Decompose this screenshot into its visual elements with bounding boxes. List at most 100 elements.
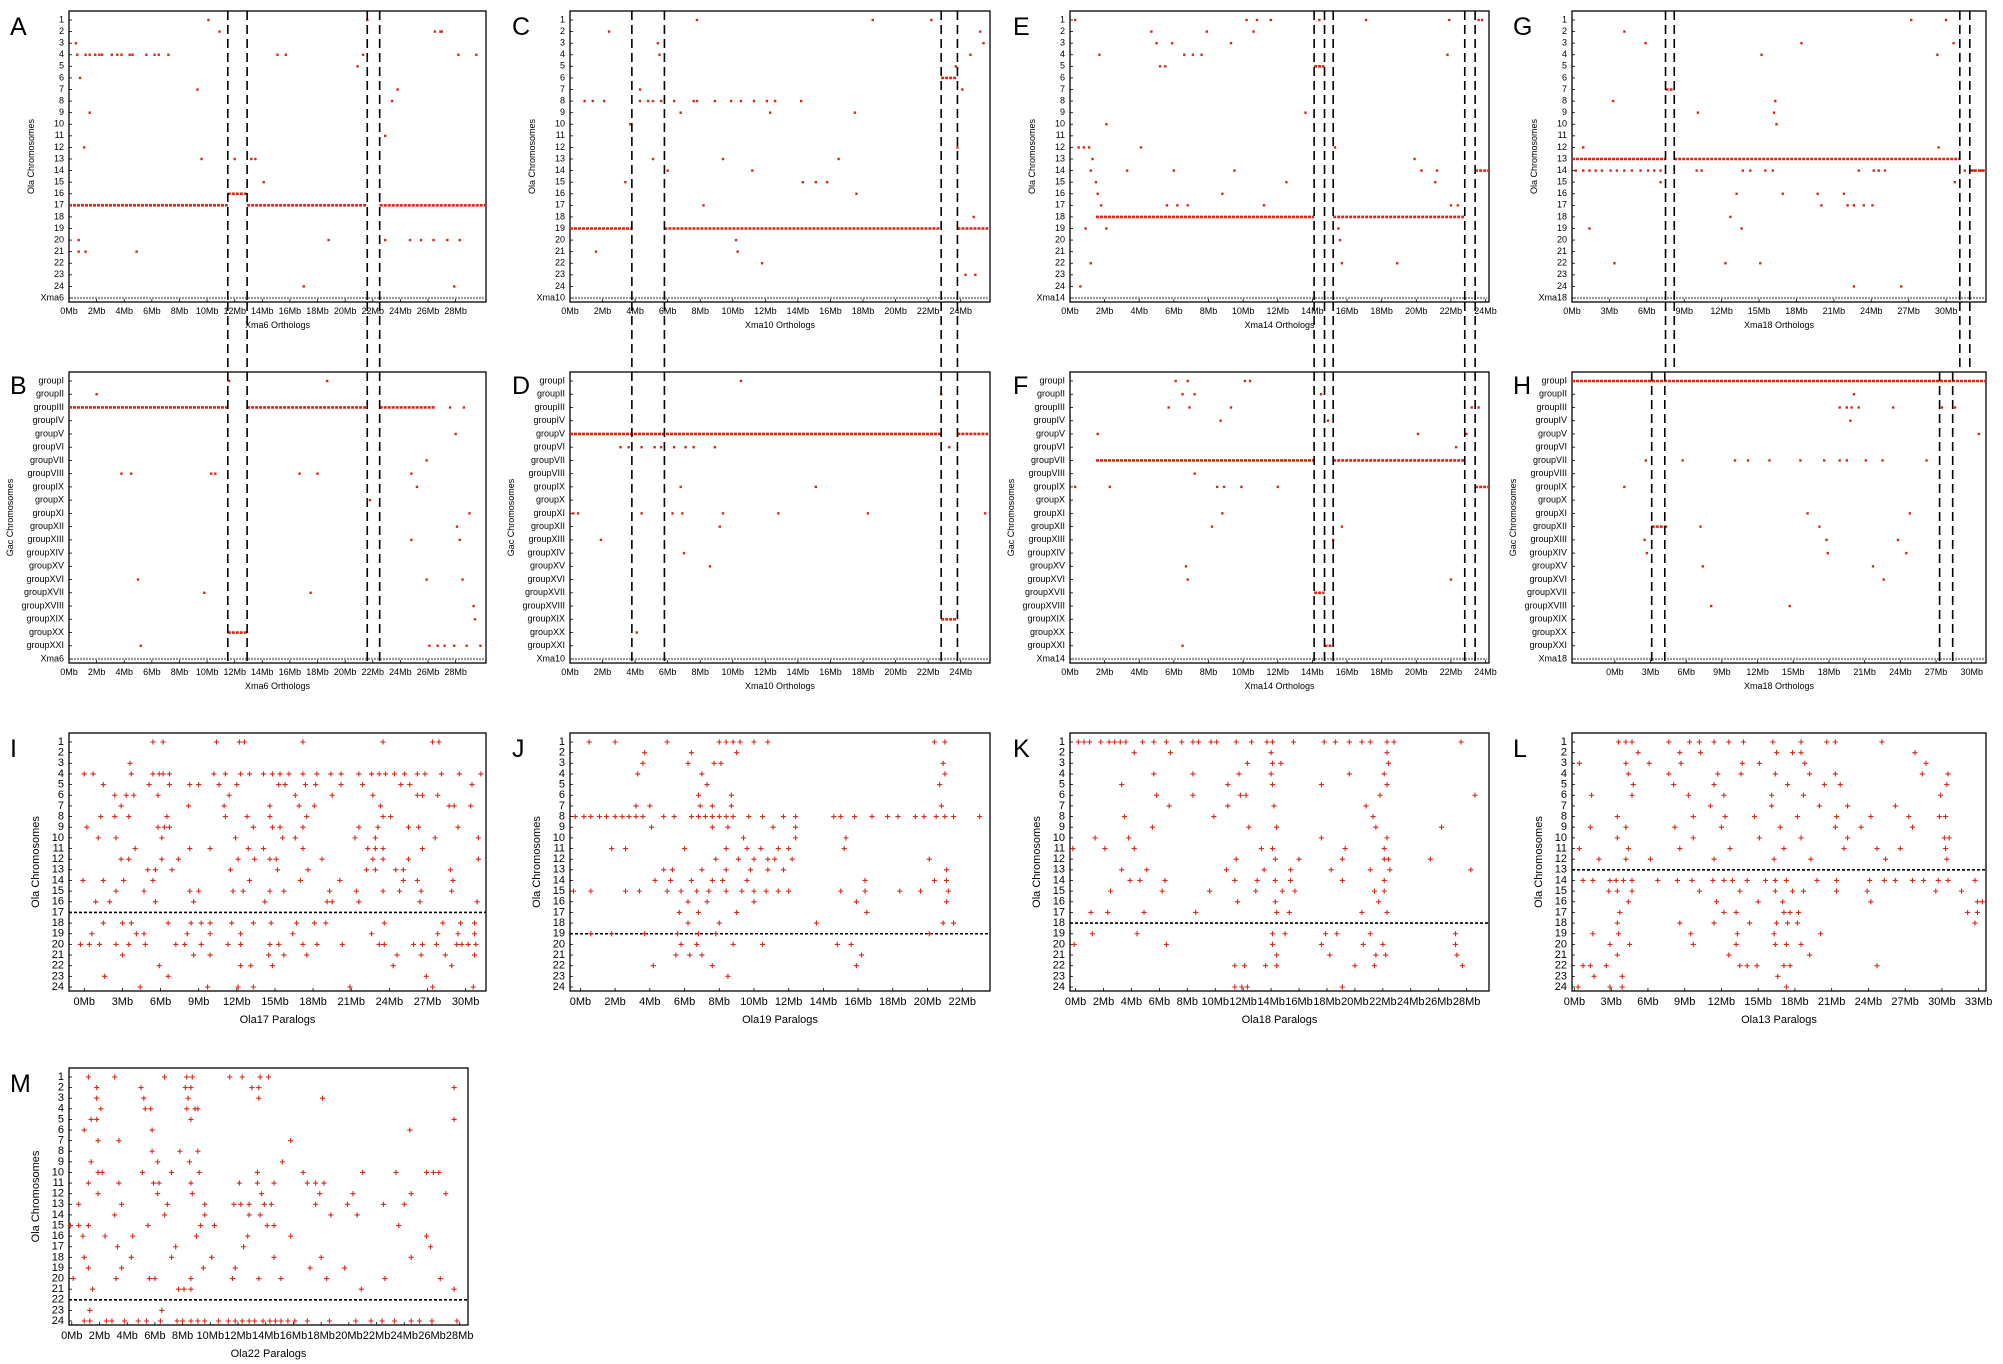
paralog-hit xyxy=(455,824,461,830)
paralog-hit xyxy=(1607,941,1613,947)
y-tick-label: 7 xyxy=(58,800,64,812)
y-tick-label: 15 xyxy=(553,885,565,897)
paralog-hit xyxy=(581,813,587,820)
paralog-hit xyxy=(1370,813,1376,820)
paralog-hit xyxy=(109,1318,115,1324)
paralog-hit xyxy=(751,888,757,894)
paralog-hit xyxy=(1942,813,1949,820)
paralog-hit xyxy=(1769,803,1775,809)
paralog-hit xyxy=(664,739,670,745)
ortholog-hit xyxy=(262,180,265,184)
ortholog-hit xyxy=(1582,169,1585,172)
paralog-hit xyxy=(398,782,404,788)
paralog-hit xyxy=(157,1318,164,1324)
y-tick-label: 10 xyxy=(1555,832,1567,844)
ortholog-hit xyxy=(1771,169,1774,172)
y-tick-label: 21 xyxy=(1055,246,1065,256)
panel-letter: G xyxy=(1513,13,1532,41)
paralog-hit xyxy=(300,845,306,852)
ortholog-hit xyxy=(572,512,575,515)
ortholog-hit xyxy=(479,644,482,647)
paralog-hit xyxy=(77,941,84,947)
paralog-hit xyxy=(1787,963,1793,969)
x-tick-label: 8Mb xyxy=(691,667,709,677)
y-tick-label: 17 xyxy=(1055,200,1065,210)
y-tick-label: 24 xyxy=(52,981,64,993)
y-tick-label: 9 xyxy=(58,1156,64,1168)
y-tick-label: 11 xyxy=(556,130,565,140)
paralog-hit xyxy=(642,750,648,756)
paralog-hit xyxy=(1972,920,1978,926)
ortholog-hit xyxy=(1089,262,1092,265)
x-tick-label: 16Mb xyxy=(1336,306,1359,316)
y-tick-label: 3 xyxy=(1562,38,1567,48)
ortholog-hit xyxy=(454,432,457,436)
paralog-hit xyxy=(1232,963,1238,969)
y-tick-label: 21 xyxy=(553,949,565,961)
y-tick-label: 13 xyxy=(555,153,565,163)
ortholog-hit xyxy=(1659,169,1662,172)
paralog-hit xyxy=(447,867,454,873)
ortholog-hit xyxy=(1806,512,1809,515)
paralog-hit xyxy=(149,1127,155,1133)
paralog-hit xyxy=(730,739,736,745)
paralog-hit xyxy=(944,899,950,905)
paralog-hit xyxy=(342,1265,348,1271)
paralog-hit xyxy=(329,899,335,905)
y-tick-label: 16 xyxy=(52,1230,64,1242)
paralog-hit xyxy=(1346,771,1352,777)
ortholog-hit xyxy=(1862,204,1865,207)
paralog-hit xyxy=(1864,888,1870,894)
paralog-hit xyxy=(1233,739,1239,745)
paralog-hit xyxy=(471,952,478,958)
paralog-hit xyxy=(95,835,101,841)
paralog-hit xyxy=(113,888,119,894)
paralog-hit xyxy=(1367,867,1373,873)
x-tick-label: 22Mb xyxy=(363,1330,391,1342)
ortholog-hit xyxy=(1892,406,1895,409)
x-tick-label: 12Mb xyxy=(223,996,251,1008)
paralog-hit xyxy=(141,931,147,937)
ortholog-hit xyxy=(1318,18,1321,22)
paralog-hit xyxy=(1796,909,1802,916)
y-tick-label: 2 xyxy=(559,747,565,759)
x-tick-label: 22Mb xyxy=(1369,996,1397,1008)
y-tick-label: 21 xyxy=(555,246,565,256)
ortholog-hit xyxy=(979,30,982,33)
paralog-hit xyxy=(1105,909,1111,916)
paralog-hit xyxy=(84,824,90,830)
paralog-hit xyxy=(159,835,165,841)
x-tick-label: 6Mb xyxy=(150,996,171,1008)
ortholog-hit xyxy=(1229,406,1233,409)
x-tick-label: 9Mb xyxy=(1675,306,1693,316)
y-tick-label: 20 xyxy=(1055,234,1065,244)
ortholog-hit xyxy=(1653,169,1656,172)
y-tick-label: 3 xyxy=(58,757,64,769)
paralog-hit xyxy=(278,1318,284,1324)
paralog-hit xyxy=(1617,909,1623,916)
paralog-hit xyxy=(1800,792,1807,798)
paralog-hit xyxy=(393,1169,399,1176)
x-tick-label: 12Mb xyxy=(224,1330,252,1342)
paralog-hit xyxy=(678,888,684,894)
paralog-hit xyxy=(1346,739,1352,745)
y-tick-label: 7 xyxy=(1060,84,1065,94)
ortholog-hit xyxy=(638,88,642,91)
ortholog-hit xyxy=(284,53,287,56)
ortholog-hit xyxy=(679,111,682,114)
paralog-hit xyxy=(1367,931,1373,937)
y-tick-label: groupVI xyxy=(533,442,565,452)
y-tick-label: Xma18 xyxy=(1538,653,1567,663)
paralog-hit xyxy=(288,1138,294,1144)
ortholog-hit xyxy=(1184,565,1188,568)
paralog-hit xyxy=(446,803,452,809)
paralog-hit xyxy=(166,824,173,830)
y-tick-label: 2 xyxy=(59,26,64,36)
paralog-hit xyxy=(274,867,281,873)
paralog-hit xyxy=(267,803,273,809)
ortholog-hit xyxy=(1099,204,1103,207)
paralog-hit xyxy=(267,888,273,894)
x-tick-label: 4Mb xyxy=(1121,996,1142,1008)
paralog-hit xyxy=(650,963,656,969)
panel-letter: A xyxy=(10,13,27,41)
